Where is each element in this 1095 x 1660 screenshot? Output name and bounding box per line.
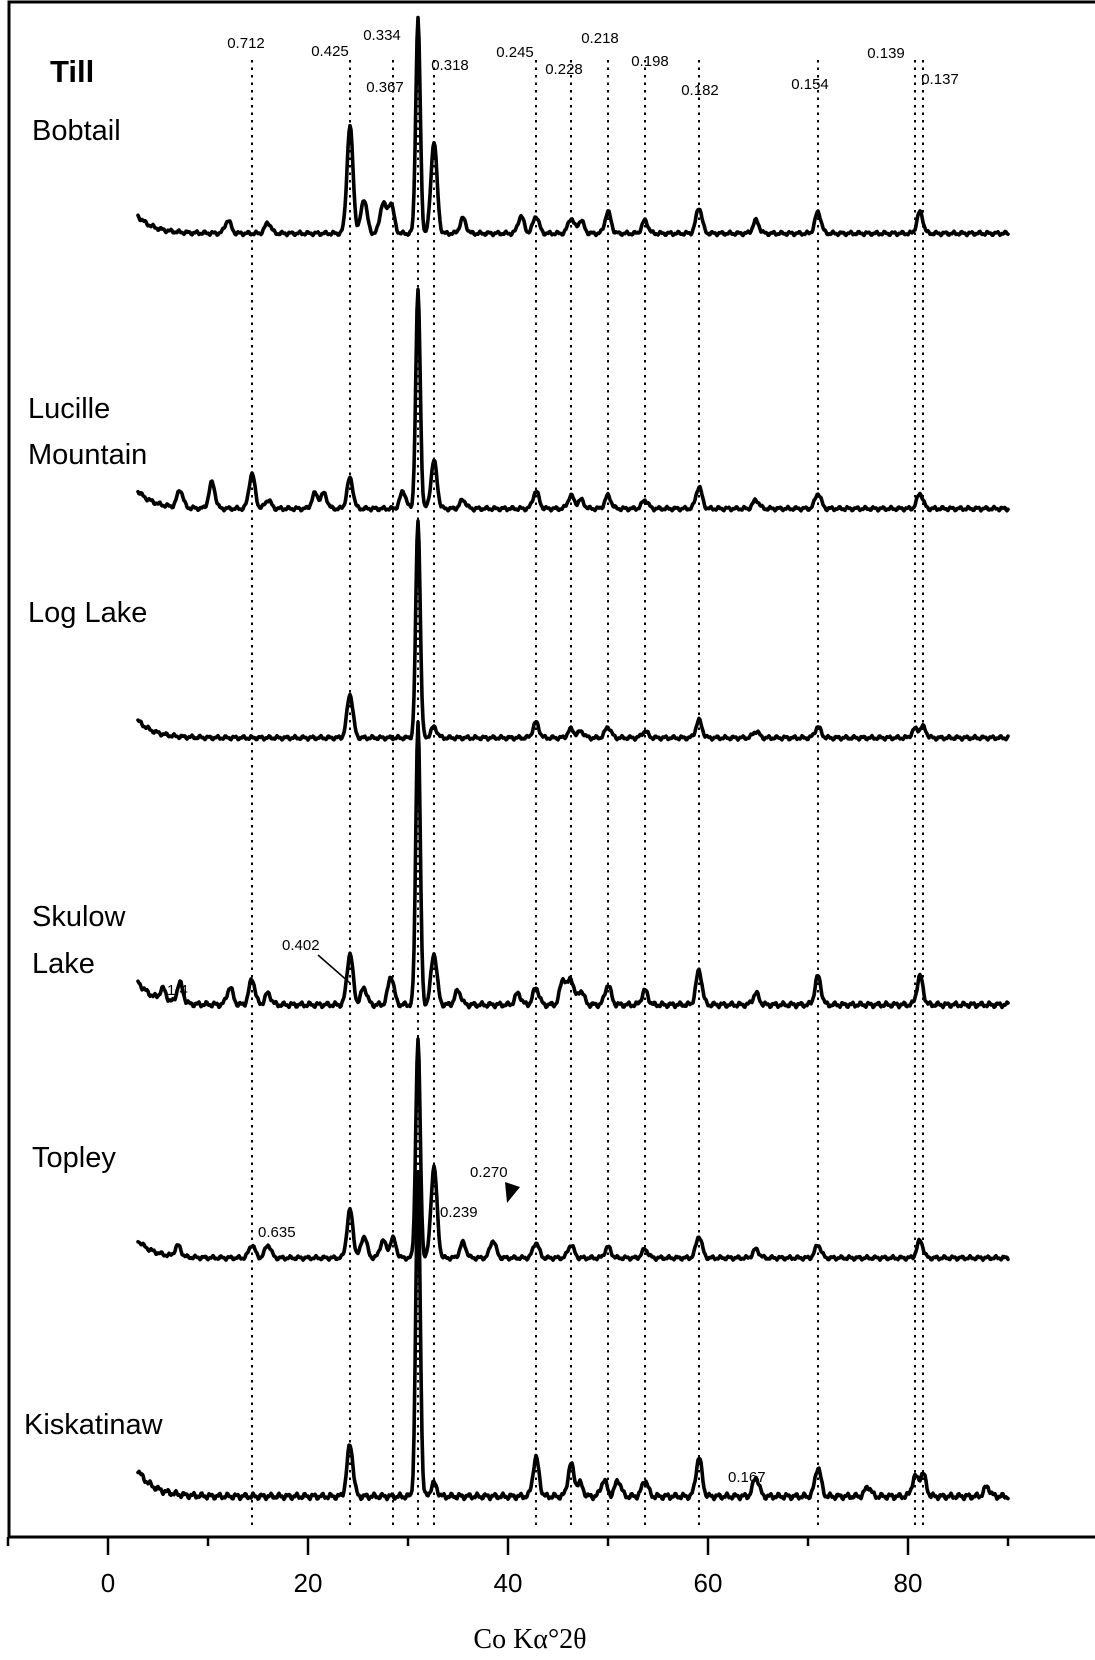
x-tick-label-0: 0 [101,1568,115,1598]
ref-label-0-139: 0.139 [867,45,905,62]
sample-label-kiskatinaw: Kiskatinaw [24,1409,164,1441]
ref-label-0-198: 0.198 [631,53,669,70]
ref-label-0-228: 0.228 [545,61,583,78]
x-tick-label-20: 20 [294,1568,323,1598]
sample-label-skulow-lake: Skulow Lake [32,901,127,980]
ref-label-0-318: 0.318 [431,57,469,74]
diffraction-traces [136,15,1010,1502]
ref-label-0-367: 0.367 [366,79,404,96]
ref-label-0-154: 0.154 [791,76,829,93]
ref-label-0-218: 0.218 [581,30,619,47]
annotation-0402-leader [317,954,351,984]
x-tick-label-60: 60 [694,1568,723,1598]
lucille-line-2: Mountain [28,439,147,471]
x-axis-title: Co Kα°2θ [473,1624,586,1655]
annotation-0270-arrow [505,1182,520,1203]
sample-label-lucille-mountain: Lucille Mountain [28,393,147,471]
trace-bobtail [136,15,1010,238]
ref-label-0-137: 0.137 [921,71,959,88]
trace-skulow-lake [136,720,1010,1010]
skulow-line-2: Lake [32,948,95,980]
sample-label-topley: Topley [32,1142,116,1174]
trace-kiskatinaw [136,1170,1010,1502]
annotation-0402: 0.402 [282,937,320,954]
x-tick-label-40: 40 [494,1568,523,1598]
ref-label-0-245: 0.245 [496,44,534,61]
trace-lucille-mountain [136,287,1010,513]
trace-log-lake [136,519,1010,742]
annotation-0167: 0.167 [728,1469,766,1486]
skulow-line-1: Skulow [32,901,127,933]
trace-topley [136,1037,1010,1262]
annotation-0239: 0.239 [440,1204,478,1221]
plot-frame [7,0,1095,1539]
reference-lines [251,60,924,1525]
lucille-line-1: Lucille [28,393,110,425]
ref-label-0-334: 0.334 [363,27,401,44]
panel-title: Till [50,54,94,89]
ref-label-0-425: 0.425 [311,43,349,60]
reference-line-labels: 0.712 0.425 0.367 0.334 0.318 0.245 0.228 0.218… [227,27,959,99]
annotation-0635: 0.635 [258,1224,296,1241]
annotation-1-4: 1.4 [167,982,188,999]
x-axis: 0 20 40 60 80 [6,1537,1010,1598]
annotation-0270: 0.270 [470,1164,508,1181]
sample-label-bobtail: Bobtail [32,115,121,147]
x-tick-label-80: 80 [894,1568,923,1598]
ref-label-0-182: 0.182 [681,82,719,99]
ref-label-0-712: 0.712 [227,35,265,52]
sample-label-log-lake: Log Lake [28,597,147,629]
